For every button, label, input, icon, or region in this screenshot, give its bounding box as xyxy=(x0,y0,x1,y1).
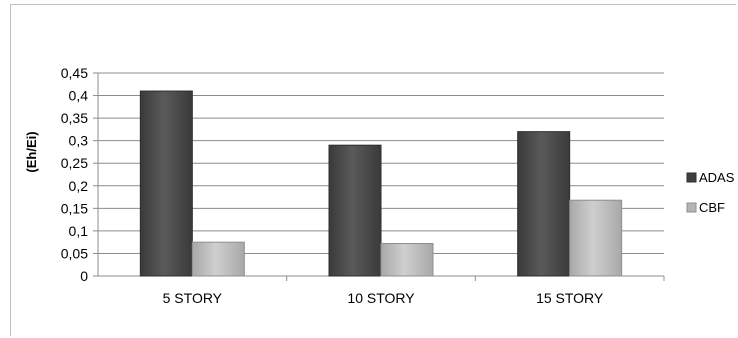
legend: ADAS CBF xyxy=(686,170,735,215)
y-tick-label: 0,35 xyxy=(61,110,88,126)
bar-adas-2 xyxy=(328,144,382,277)
bar-adas-1 xyxy=(139,90,193,277)
bar-adas-3 xyxy=(517,131,571,277)
bar-cbf-2 xyxy=(380,243,434,277)
bar-cbf-1 xyxy=(191,241,245,277)
y-tick-label: 0,15 xyxy=(61,200,88,216)
legend-label-cbf: CBF xyxy=(699,200,725,215)
legend-label-adas: ADAS xyxy=(699,170,735,185)
x-tick-labels: 5 STORY 10 STORY 15 STORY xyxy=(163,290,604,306)
y-tick-label: 0,3 xyxy=(69,133,89,149)
y-tick-label: 0 xyxy=(80,268,88,284)
x-tick-label: 15 STORY xyxy=(536,290,604,306)
y-tick-label: 0,45 xyxy=(61,65,88,81)
y-tick-label: 0,25 xyxy=(61,155,88,171)
y-tick-label: 0,05 xyxy=(61,245,88,261)
y-axis-title: (Eh/Ei) xyxy=(24,131,39,172)
y-tick-label: 0,2 xyxy=(69,178,89,194)
y-tick-label: 0,1 xyxy=(69,223,89,239)
x-tick-label: 10 STORY xyxy=(347,290,415,306)
legend-swatch-cbf xyxy=(686,202,697,213)
x-tick-label: 5 STORY xyxy=(163,290,223,306)
y-tick-label: 0,4 xyxy=(69,88,89,104)
legend-swatch-adas xyxy=(686,172,697,183)
bar-cbf-3 xyxy=(569,199,623,277)
bars xyxy=(139,90,623,277)
y-tick-labels: 0 0,05 0,1 0,15 0,2 0,25 0,3 0,35 0,4 0,45 xyxy=(61,65,88,284)
